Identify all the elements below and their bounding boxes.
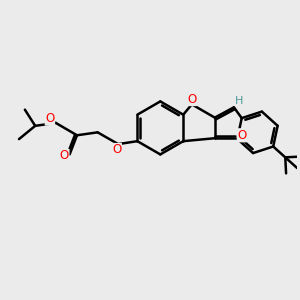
Text: O: O xyxy=(112,143,122,157)
Text: H: H xyxy=(235,96,243,106)
Text: O: O xyxy=(45,112,55,125)
Text: O: O xyxy=(60,149,69,162)
Text: O: O xyxy=(237,129,247,142)
Text: O: O xyxy=(187,93,196,106)
